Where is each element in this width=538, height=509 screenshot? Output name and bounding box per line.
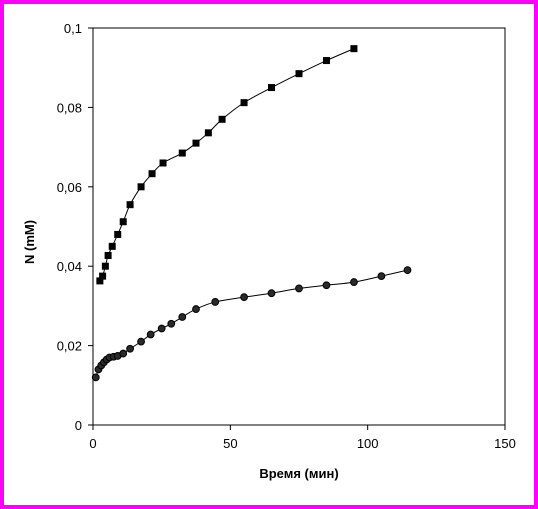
- data-point-circle: [403, 266, 412, 275]
- data-point-circle: [137, 337, 145, 346]
- data-point-square: [96, 277, 104, 285]
- y-tick-label: 0: [75, 418, 82, 433]
- series-layer: [91, 45, 412, 382]
- y-tick-label: 0,06: [57, 180, 82, 195]
- data-point-square: [218, 115, 226, 123]
- data-point-square: [137, 183, 145, 191]
- y-tick-label: 0,1: [64, 21, 82, 36]
- series-2: [91, 266, 412, 382]
- data-point-square: [192, 139, 200, 147]
- data-point-square: [104, 251, 112, 259]
- x-tick-label: 150: [494, 436, 516, 451]
- y-tick-label: 0,04: [57, 259, 82, 274]
- data-point-circle: [377, 272, 386, 281]
- data-point-square: [159, 159, 167, 167]
- data-point-square: [350, 45, 358, 53]
- data-point-circle: [167, 319, 176, 328]
- data-point-square: [99, 272, 107, 280]
- data-point-square: [119, 218, 127, 226]
- data-point-square: [101, 262, 109, 270]
- data-point-circle: [157, 324, 166, 333]
- data-point-circle: [240, 293, 248, 302]
- data-point-square: [148, 170, 156, 178]
- data-point-circle: [178, 313, 187, 321]
- data-point-circle: [350, 278, 358, 286]
- axis-ticks: 0 50 100 150 0 0,02 0,04 0,06 0,08 0,1: [57, 21, 516, 451]
- data-point-square: [295, 70, 303, 78]
- data-point-circle: [146, 330, 155, 339]
- y-tick-label: 0,08: [57, 100, 82, 115]
- data-point-square: [204, 129, 212, 137]
- x-tick-label: 50: [223, 436, 237, 451]
- data-point-circle: [126, 344, 134, 353]
- data-point-circle: [91, 373, 100, 382]
- data-point-square: [240, 99, 248, 107]
- data-point-circle: [192, 305, 200, 313]
- data-point-square: [178, 149, 186, 157]
- data-point-circle: [119, 349, 128, 358]
- plot-area: [92, 27, 506, 426]
- data-point-square: [322, 57, 330, 65]
- y-axis-title: N (mM): [22, 220, 37, 264]
- data-point-circle: [267, 289, 276, 298]
- data-point-square: [114, 230, 122, 238]
- x-tick-label: 100: [357, 436, 379, 451]
- data-point-square: [108, 242, 116, 250]
- x-tick-label: 0: [89, 436, 96, 451]
- data-point-square: [126, 201, 134, 209]
- y-tick-label: 0,02: [57, 339, 82, 354]
- data-point-circle: [211, 298, 220, 306]
- data-point-circle: [322, 281, 331, 290]
- data-point-square: [268, 84, 276, 92]
- series-1: [96, 45, 358, 285]
- data-point-circle: [295, 284, 303, 293]
- x-axis-title: Время (мин): [259, 466, 338, 481]
